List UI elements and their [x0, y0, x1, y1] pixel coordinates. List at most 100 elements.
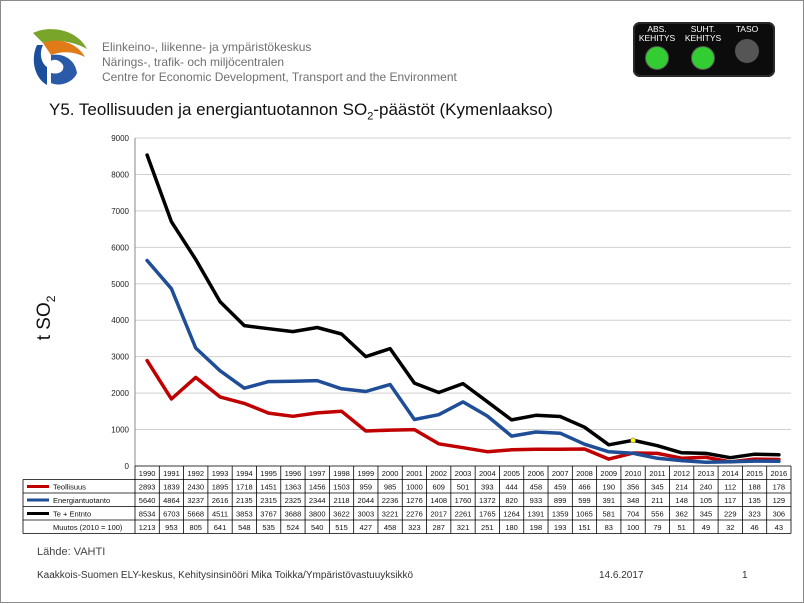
y-tick-label: 8000: [111, 170, 129, 179]
x-tick-label: 2000: [382, 469, 399, 478]
indicator-panel: ABS. KEHITYS SUHT. KEHITYS TASO: [633, 22, 775, 77]
table-cell: 959: [360, 483, 373, 492]
table-cell: 3622: [333, 510, 350, 519]
table-cell: 2118: [333, 496, 349, 505]
table-cell: 2430: [187, 483, 204, 492]
table-cell: 79: [653, 523, 661, 532]
table-cell: 345: [651, 483, 664, 492]
table-cell: 188: [748, 483, 761, 492]
table-cell: 1765: [479, 510, 496, 519]
table-cell: 393: [481, 483, 494, 492]
table-cell: 3237: [187, 496, 204, 505]
indicator-suht-kehitys: SUHT. KEHITYS: [681, 25, 725, 70]
table-cell: 1065: [576, 510, 593, 519]
y-tick-label: 1000: [111, 426, 129, 435]
x-tick-label: 2013: [698, 469, 715, 478]
series-line: [145, 258, 781, 464]
x-tick-label: 1993: [212, 469, 229, 478]
table-cell: 704: [627, 510, 640, 519]
table-cell: 3688: [285, 510, 302, 519]
table-cell: 240: [700, 483, 713, 492]
table-cell: 251: [481, 523, 494, 532]
y-tick-label: 0: [125, 462, 130, 471]
ely-logo: [33, 29, 87, 85]
table-cell: 2135: [236, 496, 253, 505]
y-tick-label: 3000: [111, 353, 129, 362]
y-tick-label: 5000: [111, 280, 129, 289]
x-tick-label: 1990: [139, 469, 156, 478]
table-cell: 1456: [309, 483, 326, 492]
indicator-taso: TASO: [725, 25, 769, 63]
x-tick-label: 1992: [187, 469, 204, 478]
table-cell: 214: [675, 483, 688, 492]
table-cell: 535: [262, 523, 275, 532]
indicator-label: SUHT.: [690, 24, 716, 34]
table-cell: 2017: [430, 510, 447, 519]
table-cell: 46: [750, 523, 758, 532]
table-cell: 444: [505, 483, 518, 492]
table-cell: 4864: [163, 496, 180, 505]
table-cell: 178: [773, 483, 786, 492]
indicator-abs-kehitys: ABS. KEHITYS: [635, 25, 679, 70]
x-tick-label: 2014: [722, 469, 739, 478]
chart-title-subscript: 2: [367, 110, 374, 123]
table-cell: 5668: [187, 510, 204, 519]
x-tick-label: 2006: [528, 469, 545, 478]
table-cell: 466: [578, 483, 591, 492]
table-cell: 427: [360, 523, 373, 532]
table-cell: 1276: [406, 496, 423, 505]
x-tick-label: 1997: [309, 469, 326, 478]
x-tick-label: 2012: [673, 469, 690, 478]
table-cell: 356: [627, 483, 640, 492]
org-name-en: Centre for Economic Development, Transpo…: [102, 70, 457, 84]
table-cell: 2325: [285, 496, 302, 505]
table-cell: 49: [702, 523, 710, 532]
x-tick-label: 2008: [576, 469, 593, 478]
table-cell: 2616: [212, 496, 229, 505]
table-cell: 180: [505, 523, 518, 532]
table-cell: 458: [530, 483, 543, 492]
legend-label: Teollisuus: [53, 483, 86, 492]
table-cell: 458: [384, 523, 397, 532]
data-point-marker: [630, 437, 636, 444]
table-cell: 190: [603, 483, 616, 492]
table-cell: 391: [603, 496, 616, 505]
table-cell: 3853: [236, 510, 253, 519]
table-cell: 1391: [528, 510, 545, 519]
table-cell: 641: [214, 523, 227, 532]
x-tick-label: 2007: [552, 469, 569, 478]
table-cell: 820: [505, 496, 518, 505]
table-cell: 83: [605, 523, 613, 532]
org-name-fi: Elinkeino-, liikenne- ja ympäristökeskus: [102, 40, 312, 54]
y-tick-label: 7000: [111, 207, 129, 216]
table-cell: 985: [384, 483, 397, 492]
table-cell: 43: [775, 523, 783, 532]
table-cell: 1895: [212, 483, 229, 492]
table-cell: 151: [578, 523, 591, 532]
x-tick-label: 1995: [260, 469, 277, 478]
status-light-icon: [645, 46, 669, 70]
table-cell: 2315: [260, 496, 277, 505]
y-tick-label: 4000: [111, 316, 129, 325]
table-cell: 548: [238, 523, 251, 532]
table-cell: 1213: [139, 523, 156, 532]
table-cell: 105: [700, 496, 713, 505]
x-tick-label: 2015: [746, 469, 763, 478]
table-cell: 2276: [406, 510, 423, 519]
table-row-label: Muutos (2010 = 100): [53, 523, 123, 532]
table-cell: 805: [189, 523, 202, 532]
table-cell: 501: [457, 483, 470, 492]
table-cell: 2236: [382, 496, 399, 505]
table-cell: 1718: [236, 483, 253, 492]
x-tick-label: 2009: [600, 469, 617, 478]
table-cell: 1503: [333, 483, 350, 492]
table-cell: 1408: [430, 496, 447, 505]
indicator-label: TASO: [735, 24, 759, 34]
legend-label: Te + Entnto: [53, 510, 91, 519]
table-cell: 515: [335, 523, 348, 532]
chart-title: Y5. Teollisuuden ja energiantuotannon SO…: [49, 100, 553, 122]
table-cell: 581: [603, 510, 616, 519]
table-cell: 306: [773, 510, 786, 519]
x-tick-label: 2004: [479, 469, 496, 478]
y-tick-label: 2000: [111, 389, 129, 398]
